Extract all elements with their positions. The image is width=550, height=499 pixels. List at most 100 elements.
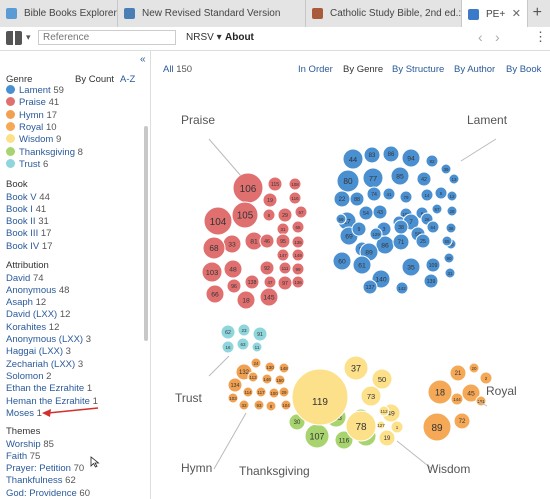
psalm-bubble[interactable] (425, 257, 441, 273)
psalm-bubble[interactable] (251, 341, 263, 353)
psalm-bubble[interactable] (372, 204, 388, 220)
genre-filter-item[interactable]: Trust 6 (6, 158, 48, 170)
psalm-bubble[interactable] (461, 383, 481, 403)
attribution-filter-item[interactable]: Anonymous (LXX) 3 (6, 334, 91, 345)
psalm-bubble[interactable] (427, 379, 453, 405)
psalm-bubble[interactable] (244, 274, 260, 290)
psalm-bubble[interactable] (227, 377, 243, 393)
book-filter-item[interactable]: Book I 41 (6, 204, 46, 215)
psalm-bubble[interactable] (390, 166, 410, 186)
psalm-bubble[interactable] (335, 213, 347, 225)
psalm-bubble[interactable] (369, 227, 383, 241)
psalm-bubble[interactable] (336, 169, 360, 193)
psalm-bubble[interactable] (259, 233, 275, 249)
psalm-bubble[interactable] (378, 429, 396, 447)
book-filter-item[interactable]: Book III 17 (6, 228, 51, 239)
psalm-bubble[interactable] (275, 233, 291, 249)
psalm-bubble[interactable] (453, 412, 471, 430)
book-filter-item[interactable]: Book IV 17 (6, 241, 53, 252)
tab-catholic-study-bible[interactable]: Catholic Study Bible, 2nd ed.: Notes (306, 0, 462, 27)
sort-by-count-button[interactable]: By Count (75, 74, 115, 85)
psalm-bubble[interactable] (274, 374, 286, 386)
psalm-bubble[interactable] (450, 392, 464, 406)
forward-arrow-icon[interactable]: › (495, 29, 500, 45)
psalm-bubble[interactable] (362, 279, 378, 295)
psalm-bubble[interactable] (253, 399, 265, 411)
psalm-bubble[interactable] (343, 355, 369, 381)
view-by-book[interactable]: By Book (506, 64, 542, 75)
version-dropdown[interactable]: NRSV ▾ (186, 32, 222, 43)
attribution-filter-item[interactable]: Solomon 2 (6, 371, 51, 382)
theme-filter-item[interactable]: God: Providence 60 (6, 488, 90, 499)
genre-filter-item[interactable]: Praise 41 (6, 97, 59, 108)
psalm-bubble[interactable] (349, 191, 365, 207)
close-tab-icon[interactable]: ✕ (511, 8, 521, 20)
psalm-bubble[interactable] (247, 371, 259, 383)
genre-filter-item[interactable]: Wisdom 9 (6, 134, 61, 145)
genre-filter-item[interactable]: Hymn 17 (6, 109, 57, 121)
genre-filter-item[interactable]: Lament 59 (6, 85, 64, 96)
tab-nrsv[interactable]: New Revised Standard Version (118, 0, 306, 27)
book-filter-item[interactable]: Book V 44 (6, 192, 50, 203)
tab-pe-plus[interactable]: PE+ ✕ (462, 0, 528, 28)
psalm-bubble[interactable] (426, 220, 440, 234)
psalm-bubble[interactable] (446, 205, 458, 217)
view-in-order[interactable]: In Order (298, 64, 333, 75)
theme-filter-item[interactable]: Prayer: Petition 70 (6, 463, 84, 474)
psalm-bubble[interactable] (434, 186, 448, 200)
new-tab-button[interactable]: + (532, 4, 542, 21)
psalm-bubble[interactable] (238, 399, 250, 411)
psalm-bubble[interactable] (227, 392, 239, 404)
sort-az-button[interactable]: A-Z (120, 74, 136, 85)
attribution-filter-item[interactable]: Heman the Ezrahite 1 (6, 396, 98, 407)
psalm-bubble[interactable] (445, 222, 457, 234)
psalm-bubble[interactable] (352, 255, 372, 275)
psalm-bubble[interactable] (441, 235, 453, 247)
attribution-filter-item[interactable]: Korahites 12 (6, 322, 59, 333)
attribution-filter-item[interactable]: Moses 1 (6, 408, 42, 419)
psalm-bubble[interactable] (221, 340, 235, 354)
psalm-bubble[interactable] (360, 385, 382, 407)
psalm-bubble[interactable] (345, 410, 377, 442)
psalm-bubble[interactable] (288, 191, 302, 205)
psalm-bubble[interactable] (252, 326, 268, 342)
psalm-bubble[interactable] (220, 324, 236, 340)
theme-filter-item[interactable]: Faith 75 (6, 451, 40, 462)
psalm-bubble[interactable] (415, 233, 431, 249)
psalm-bubble[interactable] (395, 281, 409, 295)
psalm-bubble[interactable] (334, 430, 354, 450)
book-filter-item[interactable]: Book II 31 (6, 216, 49, 227)
psalm-bubble[interactable] (342, 148, 364, 170)
tab-bible-books-explorer[interactable]: Bible Books Explorer (0, 0, 118, 27)
psalm-bubble[interactable] (449, 364, 467, 382)
theme-filter-item[interactable]: Thankfulness 62 (6, 475, 76, 486)
psalm-bubble[interactable] (291, 248, 305, 262)
psalm-bubble[interactable] (231, 201, 259, 229)
attribution-filter-item[interactable]: Asaph 12 (6, 297, 46, 308)
psalm-bubble[interactable] (371, 368, 393, 390)
psalm-bubble[interactable] (262, 208, 276, 222)
more-options-icon[interactable]: ⋮ (534, 29, 547, 44)
psalm-bubble[interactable] (446, 190, 458, 202)
attribution-filter-item[interactable]: Zechariah (LXX) 3 (6, 359, 83, 370)
psalm-bubble[interactable] (291, 220, 305, 234)
psalm-bubble[interactable] (223, 259, 243, 279)
psalm-bubble[interactable] (278, 261, 292, 275)
psalm-bubble[interactable] (291, 235, 305, 249)
psalm-bubble[interactable] (291, 368, 349, 426)
psalm-bubble[interactable] (431, 203, 443, 215)
psalm-bubble[interactable] (401, 148, 421, 168)
psalm-bubble[interactable] (262, 192, 278, 208)
psalm-bubble[interactable] (390, 420, 404, 434)
psalm-bubble[interactable] (226, 278, 242, 294)
view-by-structure[interactable]: By Structure (392, 64, 445, 75)
psalm-bubble[interactable] (236, 290, 256, 310)
view-by-author[interactable]: By Author (454, 64, 496, 75)
psalm-bubble[interactable] (363, 146, 381, 164)
psalm-bubble[interactable] (399, 190, 413, 204)
attribution-filter-item[interactable]: Ethan the Ezrahite 1 (6, 383, 92, 394)
psalm-bubble[interactable] (205, 284, 225, 304)
psalm-bubble[interactable] (202, 236, 226, 260)
psalm-bubble[interactable] (479, 371, 493, 385)
psalm-bubble[interactable] (423, 273, 439, 289)
